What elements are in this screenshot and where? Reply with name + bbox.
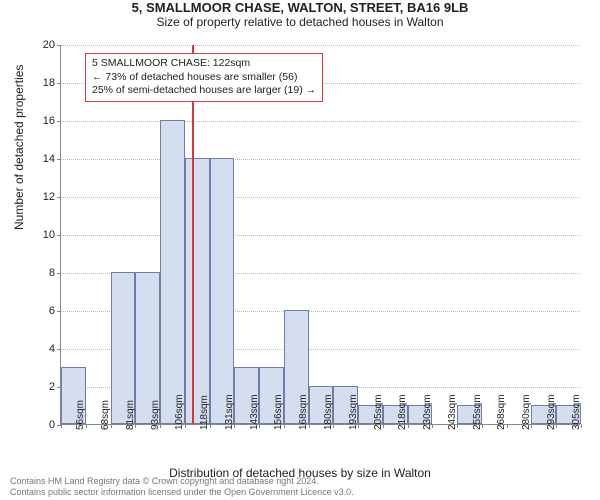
xtick-label: 268sqm	[496, 394, 507, 430]
xtick-label: 305sqm	[571, 394, 582, 430]
xtick-label: 168sqm	[298, 394, 309, 430]
footer-attribution: Contains HM Land Registry data © Crown c…	[10, 476, 354, 497]
xtick-label: 218sqm	[397, 394, 408, 430]
xtick-label: 131sqm	[224, 394, 235, 430]
xtick-mark	[135, 424, 136, 428]
plot-area: 0246810121416182056sqm68sqm81sqm93sqm106…	[60, 45, 580, 425]
xtick-mark	[432, 424, 433, 428]
xtick-mark	[234, 424, 235, 428]
xtick-mark	[185, 424, 186, 428]
xtick-label: 243sqm	[447, 394, 458, 430]
xtick-label: 293sqm	[546, 394, 557, 430]
xtick-label: 230sqm	[422, 394, 433, 430]
histogram-bar	[185, 158, 210, 424]
xtick-label: 193sqm	[348, 394, 359, 430]
xtick-mark	[383, 424, 384, 428]
ytick-label: 4	[49, 343, 61, 355]
legend-box: 5 SMALLMOOR CHASE: 122sqm← 73% of detach…	[85, 53, 323, 102]
xtick-mark	[160, 424, 161, 428]
ytick-label: 6	[49, 305, 61, 317]
xtick-label: 56sqm	[75, 400, 86, 430]
xtick-mark	[284, 424, 285, 428]
xtick-label: 118sqm	[199, 395, 210, 430]
xtick-label: 68sqm	[100, 400, 111, 430]
footer-line-1: Contains HM Land Registry data © Crown c…	[10, 476, 354, 486]
gridline	[61, 121, 580, 122]
ytick-label: 14	[43, 153, 61, 165]
legend-line-2: ← 73% of detached houses are smaller (56…	[92, 71, 316, 85]
ytick-label: 20	[43, 39, 61, 51]
xtick-label: 205sqm	[373, 394, 384, 430]
xtick-mark	[259, 424, 260, 428]
footer-line-2: Contains public sector information licen…	[10, 487, 354, 497]
legend-line-1: 5 SMALLMOOR CHASE: 122sqm	[92, 57, 316, 71]
xtick-mark	[581, 424, 582, 428]
xtick-mark	[556, 424, 557, 428]
xtick-mark	[333, 424, 334, 428]
xtick-mark	[482, 424, 483, 428]
xtick-label: 180sqm	[323, 394, 334, 430]
xtick-mark	[457, 424, 458, 428]
xtick-mark	[210, 424, 211, 428]
chart-area: 0246810121416182056sqm68sqm81sqm93sqm106…	[60, 45, 580, 425]
xtick-mark	[309, 424, 310, 428]
legend-line-3: 25% of semi-detached houses are larger (…	[92, 84, 316, 98]
xtick-mark	[531, 424, 532, 428]
xtick-label: 81sqm	[125, 400, 136, 430]
histogram-bar	[160, 120, 185, 424]
gridline	[61, 235, 580, 236]
ytick-label: 18	[43, 77, 61, 89]
ytick-label: 0	[49, 419, 61, 431]
y-axis-label: Number of detached properties	[12, 65, 26, 230]
gridline	[61, 45, 580, 46]
xtick-label: 143sqm	[249, 394, 260, 430]
xtick-label: 280sqm	[521, 394, 532, 430]
xtick-mark	[408, 424, 409, 428]
histogram-bar	[210, 158, 235, 424]
xtick-mark	[507, 424, 508, 428]
page-subtitle: Size of property relative to detached ho…	[0, 15, 600, 29]
gridline	[61, 159, 580, 160]
ytick-label: 2	[49, 381, 61, 393]
gridline	[61, 197, 580, 198]
ytick-label: 8	[49, 267, 61, 279]
xtick-label: 156sqm	[273, 394, 284, 430]
xtick-label: 255sqm	[472, 394, 483, 430]
xtick-label: 93sqm	[150, 400, 161, 430]
xtick-label: 106sqm	[174, 394, 185, 430]
page-title: 5, SMALLMOOR CHASE, WALTON, STREET, BA16…	[0, 0, 600, 15]
ytick-label: 10	[43, 229, 61, 241]
xtick-mark	[61, 424, 62, 428]
ytick-label: 16	[43, 115, 61, 127]
xtick-mark	[111, 424, 112, 428]
xtick-mark	[358, 424, 359, 428]
ytick-label: 12	[43, 191, 61, 203]
xtick-mark	[86, 424, 87, 428]
